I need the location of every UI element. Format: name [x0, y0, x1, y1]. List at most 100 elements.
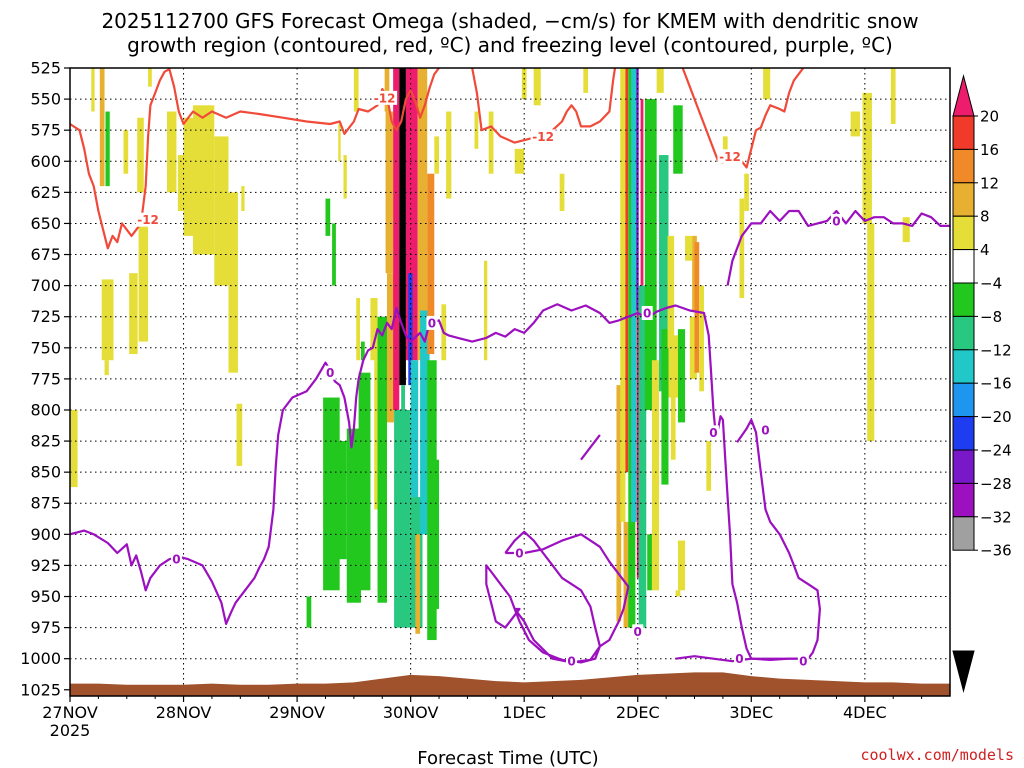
omega-cell [337, 441, 347, 560]
omega-cell [393, 68, 400, 410]
x-tick-label: 27NOV [42, 703, 98, 722]
omega-cell [699, 285, 704, 392]
y-tick-label: 750 [30, 338, 61, 357]
contour-label-bg [797, 654, 809, 669]
colorbar-tick-label: 20 [980, 108, 999, 126]
y-tick-label: 850 [30, 463, 61, 482]
colorbar-swatch [952, 215, 975, 251]
omega-cell [850, 111, 861, 137]
contour-label: 0 [709, 426, 717, 440]
contour-label: 0 [515, 546, 523, 560]
omega-cell [394, 409, 411, 628]
omega-cell [685, 235, 693, 261]
y-tick-label: 675 [30, 245, 61, 264]
omega-cell [353, 68, 359, 112]
freezing-level-contour-line [736, 418, 821, 660]
contour-label-bg [513, 545, 525, 560]
colorbar-tick-label: −8 [980, 308, 1002, 326]
omega-cell [689, 316, 697, 379]
colorbar-swatch [952, 482, 975, 518]
omega-cell [763, 68, 771, 100]
omega-cell [332, 223, 336, 286]
colorbar-swatch [952, 516, 975, 551]
y-tick-label: 925 [30, 556, 61, 575]
omega-cell [323, 397, 340, 591]
colorbar-swatch [952, 382, 975, 418]
omega-cell [99, 68, 105, 187]
omega-cell [105, 111, 110, 187]
omega-cell [867, 223, 875, 442]
contour-label-bg [530, 129, 556, 144]
x-tick-label: 1DEC [502, 703, 546, 722]
colorbar-tick-label: −32 [980, 508, 1012, 526]
contour-label-bg [566, 654, 578, 669]
omega-cell [667, 235, 675, 348]
colorbar-tick-label: 16 [980, 141, 999, 159]
omega-cell [677, 329, 686, 423]
omega-cell [488, 111, 494, 174]
contour-label: 0 [326, 366, 334, 380]
contour-label: -12 [719, 150, 741, 164]
omega-cell [640, 99, 644, 286]
watermark: coolwx.com/models [860, 746, 1014, 764]
omega-cell [374, 360, 379, 510]
contour-label-bg [426, 315, 438, 330]
omega-cell [744, 173, 749, 212]
y-axis: 525 550 575 600 625 650 675 700 725 750 775 800 825 8… [20, 59, 70, 699]
contour-label: 0 [735, 652, 743, 666]
contour-label-bg [759, 422, 771, 437]
omega-cell [385, 111, 394, 274]
omega-cell [647, 534, 652, 591]
x-tick-label: 4DEC [843, 703, 887, 722]
y-tick-label: 650 [30, 214, 61, 233]
x-axis-label: Forecast Time (UTC) [417, 748, 598, 768]
omega-cell [399, 68, 406, 386]
omega-cell [101, 279, 114, 361]
omega-cell [483, 260, 488, 361]
y-tick-label: 700 [30, 276, 61, 295]
x-tick-label: 2DEC [616, 703, 660, 722]
omega-cell [148, 68, 152, 87]
contour-label-bg [324, 365, 336, 380]
colorbar-tick-label: −4 [980, 275, 1002, 293]
colorbar-swatch [952, 315, 975, 351]
omega-cell [166, 111, 177, 193]
y-tick-label: 900 [30, 525, 61, 544]
freezing-level-contour-line [580, 434, 601, 461]
omega-cell [862, 92, 872, 224]
omega-cell [651, 360, 660, 591]
y-tick-label: 1000 [20, 649, 61, 668]
omega-cell [306, 596, 312, 628]
omega-cell [343, 155, 347, 199]
colorbar-tick-label: 12 [980, 174, 999, 192]
omega-cell [138, 217, 149, 342]
omega-cell [325, 198, 331, 236]
omega-cell [677, 540, 686, 591]
omega-cell [123, 130, 129, 174]
y-tick-label: 525 [30, 59, 61, 78]
contour-label: 0 [643, 306, 651, 320]
omega-cell [659, 155, 669, 392]
contour-labels: -12 -12 -12 -12 0 0 0 0 0 0 0 0 0 0 0 0 [135, 90, 842, 669]
omega-cell [91, 68, 95, 112]
omega-cell [338, 123, 341, 162]
colorbar-swatch [952, 282, 975, 317]
omega-cell [129, 273, 138, 355]
x-tick-label: 30NOV [383, 703, 439, 722]
colorbar-swatch [952, 349, 975, 384]
y-tick-label: 600 [30, 152, 61, 171]
colorbar-top-arrow [952, 74, 975, 117]
omega-cell [228, 192, 238, 373]
omega-cell [434, 459, 440, 609]
contour-label: 0 [428, 316, 436, 330]
colorbar-swatch [952, 115, 975, 150]
omega-cell [236, 403, 243, 466]
omega-cell [434, 136, 440, 174]
y-tick-label: 875 [30, 494, 61, 513]
omega-cell [514, 148, 525, 174]
omega-cell [104, 360, 109, 376]
y-tick-label: 825 [30, 432, 61, 451]
omega-cell [722, 136, 728, 162]
y-tick-label: 625 [30, 183, 61, 202]
omega-cell [631, 68, 637, 522]
